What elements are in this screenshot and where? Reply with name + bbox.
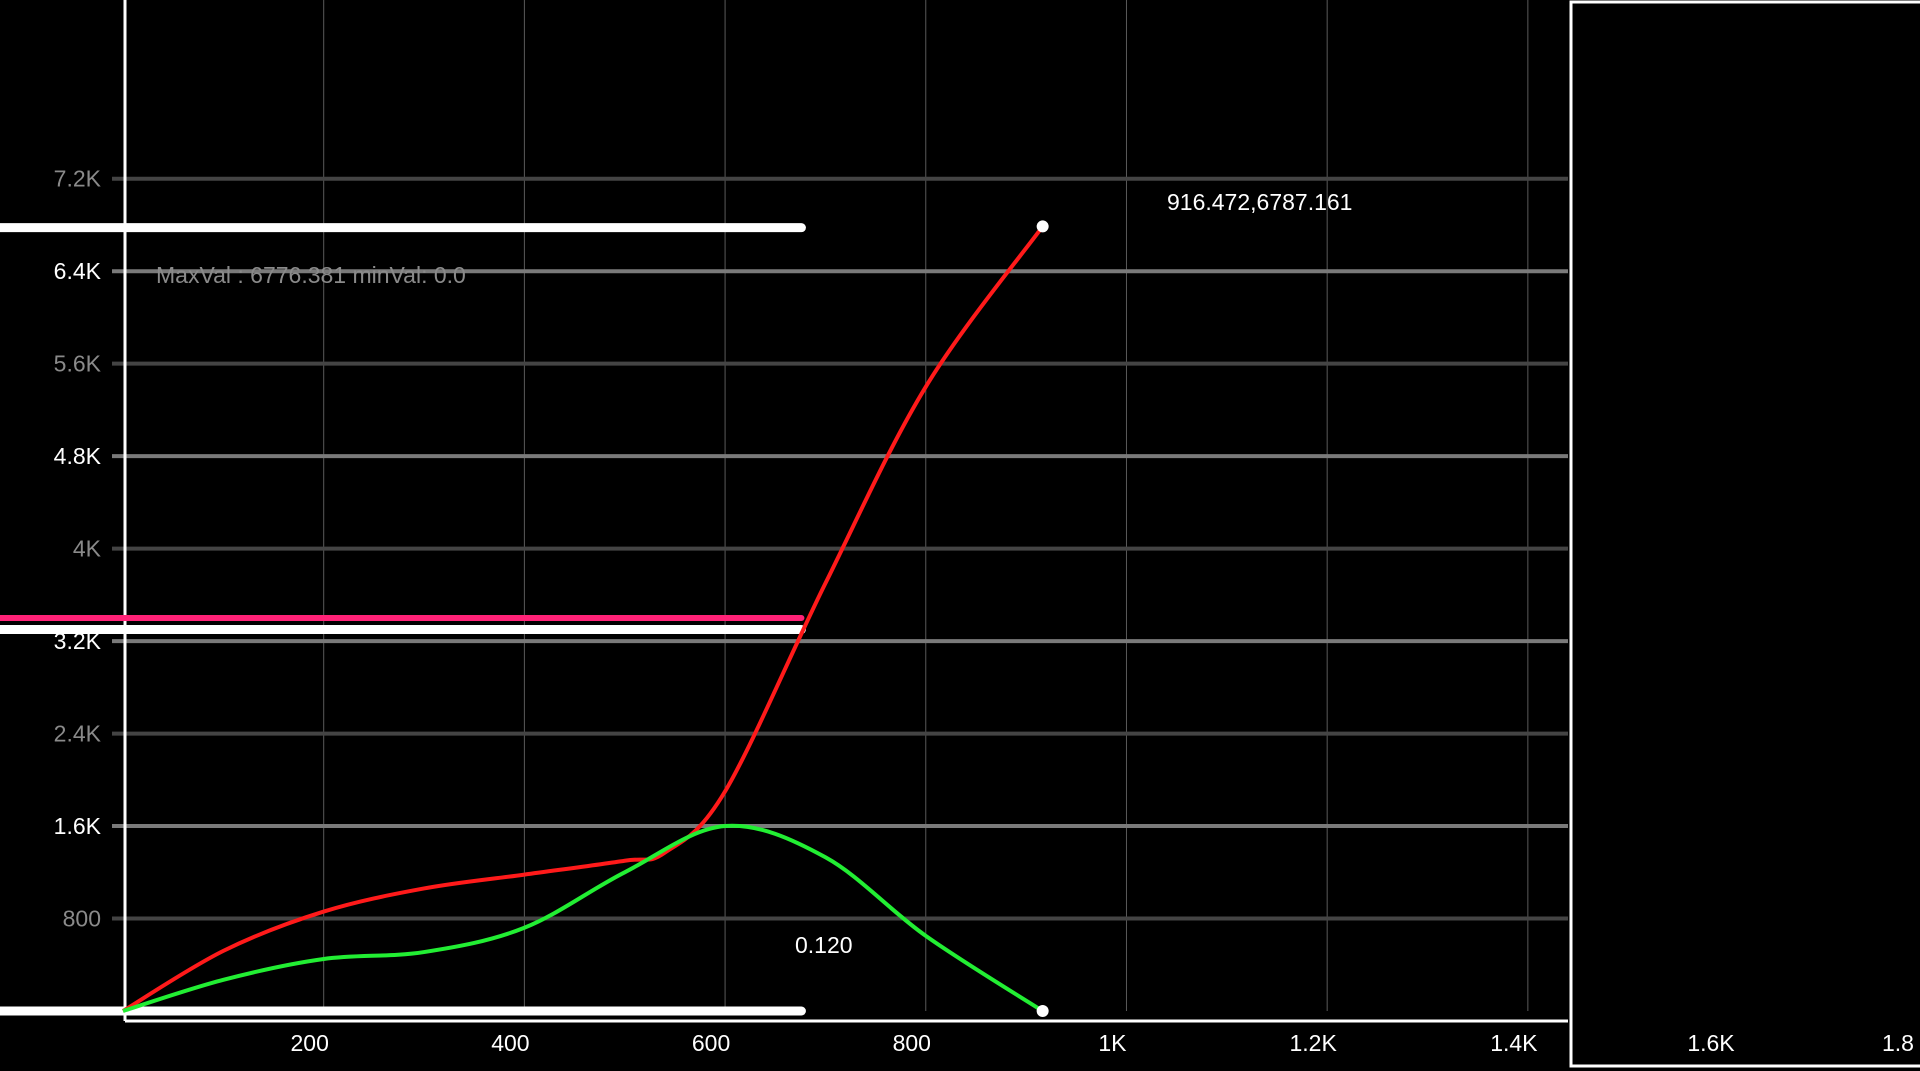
value-label: 0.120 — [795, 932, 853, 958]
x-tick-label: 800 — [893, 1030, 931, 1056]
y-tick-label: 7.2K — [54, 166, 102, 192]
series-line-2 — [122, 823, 1044, 1013]
x-grid-lines — [323, 0, 1529, 1011]
side-panel-tick-label: 1.6K — [1687, 1030, 1735, 1056]
y-tick-label: 2.4K — [54, 721, 102, 747]
end-markers — [1036, 220, 1049, 1017]
x-tick-label: 1K — [1098, 1030, 1127, 1056]
horizontal-markers — [0, 223, 806, 1016]
y-tick-label: 4K — [73, 536, 102, 562]
y-tick-label: 3.2K — [54, 628, 102, 654]
y-grid-lines — [112, 176, 1568, 921]
x-tick-label: 1.2K — [1290, 1030, 1338, 1056]
y-tick-label: 1.6K — [54, 813, 102, 839]
y-tick-label: 4.8K — [54, 443, 102, 469]
series-lines — [121, 225, 1045, 1013]
x-tick-label: 400 — [491, 1030, 529, 1056]
axes — [123, 0, 1568, 1023]
side-panel-tick-label: 1.8 — [1882, 1030, 1914, 1056]
end-point-marker — [1036, 220, 1049, 233]
y-tick-label: 800 — [63, 906, 101, 932]
side-panel-frame — [1569, 0, 1920, 1068]
max-min-stats-label: MaxVal : 6776.381 minVal: 0.0 — [156, 262, 466, 288]
tick-labels: 200 400 600 800 1K 1.2K 1.4K 800 1.6K 2.4K 3.2K 4K 4… — [54, 166, 1538, 1056]
y-tick-label: 6.4K — [54, 258, 102, 284]
x-tick-label: 600 — [692, 1030, 730, 1056]
x-tick-label: 200 — [291, 1030, 329, 1056]
point-coordinate-label: 916.472,6787.161 — [1167, 189, 1352, 215]
x-tick-label: 1.4K — [1490, 1030, 1538, 1056]
end-point-marker — [1036, 1005, 1049, 1017]
side-panel: 1.6K 1.8 — [1569, 0, 1920, 1068]
y-tick-label: 5.6K — [54, 351, 102, 377]
